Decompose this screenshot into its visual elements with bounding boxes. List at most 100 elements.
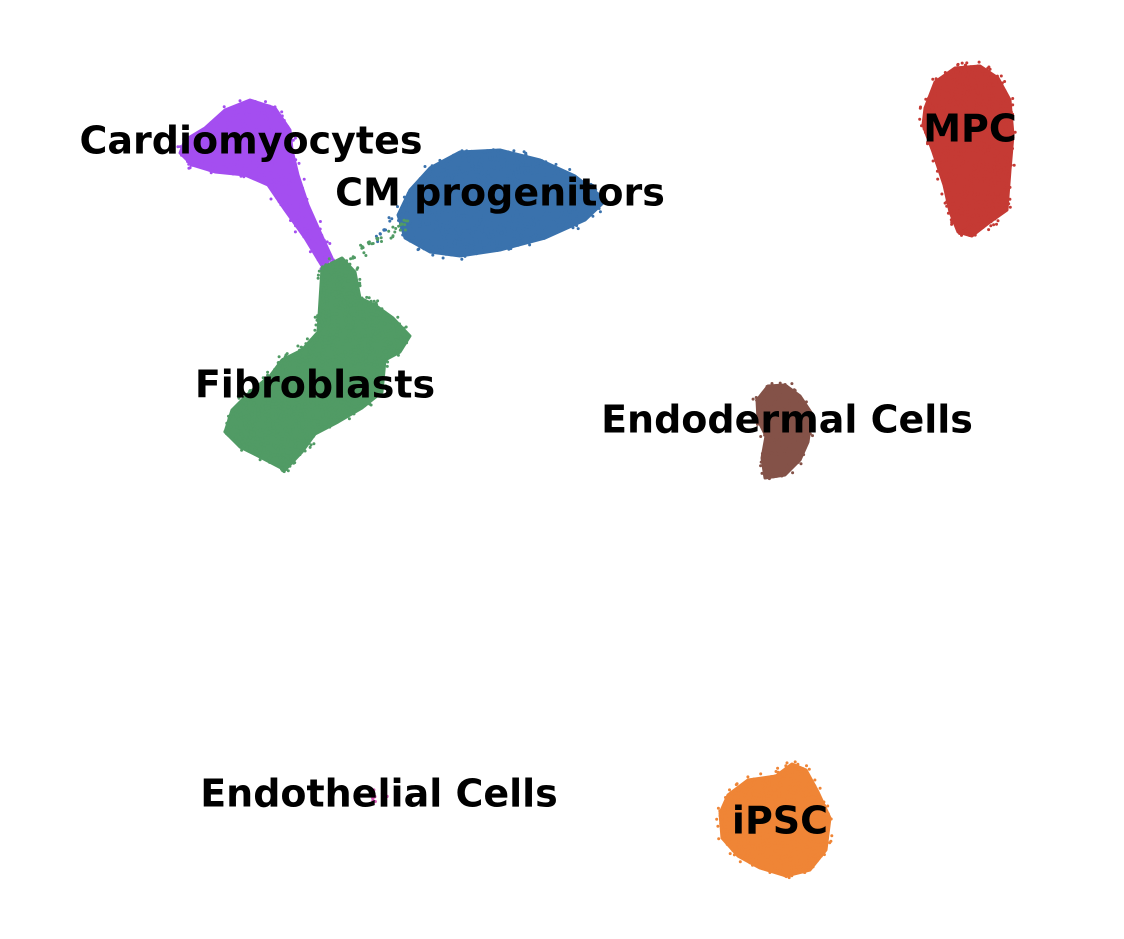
scatter-point xyxy=(522,233,526,237)
scatter-point xyxy=(384,332,388,336)
scatter-point xyxy=(979,225,983,230)
scatter-point xyxy=(344,339,348,343)
scatter-point xyxy=(281,469,285,473)
scatter-point xyxy=(346,334,350,338)
scatter-point xyxy=(351,256,355,260)
scatter-point xyxy=(341,342,345,346)
scatter-point xyxy=(234,143,239,148)
scatter-point xyxy=(362,251,366,255)
scatter-point xyxy=(485,149,489,153)
scatter-point xyxy=(992,198,996,203)
scatter-point xyxy=(242,122,247,127)
scatter-point xyxy=(547,230,551,234)
scatter-point xyxy=(351,269,356,273)
scatter-point xyxy=(299,208,303,213)
scatter-point xyxy=(245,167,249,171)
scatter-point xyxy=(227,146,231,150)
scatter-point xyxy=(305,237,309,241)
scatter-point xyxy=(965,78,969,83)
scatter-point xyxy=(996,219,1000,223)
scatter-point xyxy=(318,220,322,223)
scatter-point xyxy=(242,128,246,132)
scatter-point xyxy=(278,130,283,135)
scatter-point xyxy=(260,178,264,181)
scatter-point xyxy=(320,320,324,325)
scatter-point xyxy=(983,86,987,90)
scatter-point xyxy=(450,238,454,243)
scatter-point xyxy=(268,460,272,464)
scatter-point xyxy=(1002,101,1006,106)
scatter-point xyxy=(436,173,440,177)
scatter-point xyxy=(305,345,309,349)
scatter-point xyxy=(996,177,1001,182)
scatter-point xyxy=(317,408,321,412)
scatter-point xyxy=(259,117,263,121)
scatter-point xyxy=(227,414,230,418)
scatter-point xyxy=(261,105,265,109)
scatter-point xyxy=(245,100,248,104)
scatter-point xyxy=(320,257,324,261)
scatter-point xyxy=(308,250,312,254)
scatter-point xyxy=(377,316,382,320)
scatter-point xyxy=(943,165,947,170)
scatter-point xyxy=(943,180,948,184)
scatter-point xyxy=(346,323,350,327)
scatter-point xyxy=(509,151,513,156)
scatter-point xyxy=(274,193,278,197)
scatter-point xyxy=(294,203,298,207)
scatter-point xyxy=(416,248,420,252)
scatter-point xyxy=(252,427,256,431)
scatter-point xyxy=(420,245,424,248)
scatter-point xyxy=(366,343,370,347)
scatter-point xyxy=(957,209,962,214)
scatter-point xyxy=(334,268,338,272)
scatter-point xyxy=(533,230,538,234)
scatter-point xyxy=(343,350,347,354)
scatter-point xyxy=(180,153,183,157)
scatter-point xyxy=(182,137,186,141)
scatter-point xyxy=(356,407,360,411)
scatter-point xyxy=(376,334,380,338)
scatter-point xyxy=(943,162,947,166)
scatter-point xyxy=(348,286,352,290)
scatter-point xyxy=(383,310,387,314)
scatter-point xyxy=(279,203,283,207)
scatter-point xyxy=(960,85,965,89)
scatter-point xyxy=(486,232,490,236)
scatter-point xyxy=(407,237,411,241)
scatter-point xyxy=(544,160,548,164)
scatter-point xyxy=(271,421,275,426)
scatter-point xyxy=(269,197,273,201)
scatter-point xyxy=(513,242,518,247)
scatter-point xyxy=(979,213,983,218)
scatter-point xyxy=(993,83,997,87)
scatter-point xyxy=(478,218,482,222)
scatter-point xyxy=(503,232,507,236)
scatter-point xyxy=(331,265,335,269)
scatter-point xyxy=(265,156,269,161)
scatter-point xyxy=(293,136,297,140)
scatter-point xyxy=(289,219,292,222)
scatter-point xyxy=(976,81,980,85)
scatter-point xyxy=(307,441,311,445)
scatter-point xyxy=(303,449,307,453)
scatter-point xyxy=(946,211,950,215)
scatter-point xyxy=(974,84,978,89)
scatter-point xyxy=(271,158,275,162)
scatter-point xyxy=(349,350,353,354)
scatter-point xyxy=(523,156,527,160)
scatter-point xyxy=(973,189,977,194)
scatter-point xyxy=(450,244,454,248)
scatter-point xyxy=(500,150,504,155)
scatter-point xyxy=(367,323,371,328)
scatter-point xyxy=(450,222,454,227)
scatter-point xyxy=(513,177,517,182)
scatter-point xyxy=(463,239,467,244)
scatter-point xyxy=(284,185,288,189)
scatter-point xyxy=(256,437,260,441)
scatter-point xyxy=(308,349,312,354)
scatter-point xyxy=(344,318,348,323)
scatter-point xyxy=(415,240,419,244)
scatter-point xyxy=(352,285,356,289)
scatter-point xyxy=(336,317,341,321)
